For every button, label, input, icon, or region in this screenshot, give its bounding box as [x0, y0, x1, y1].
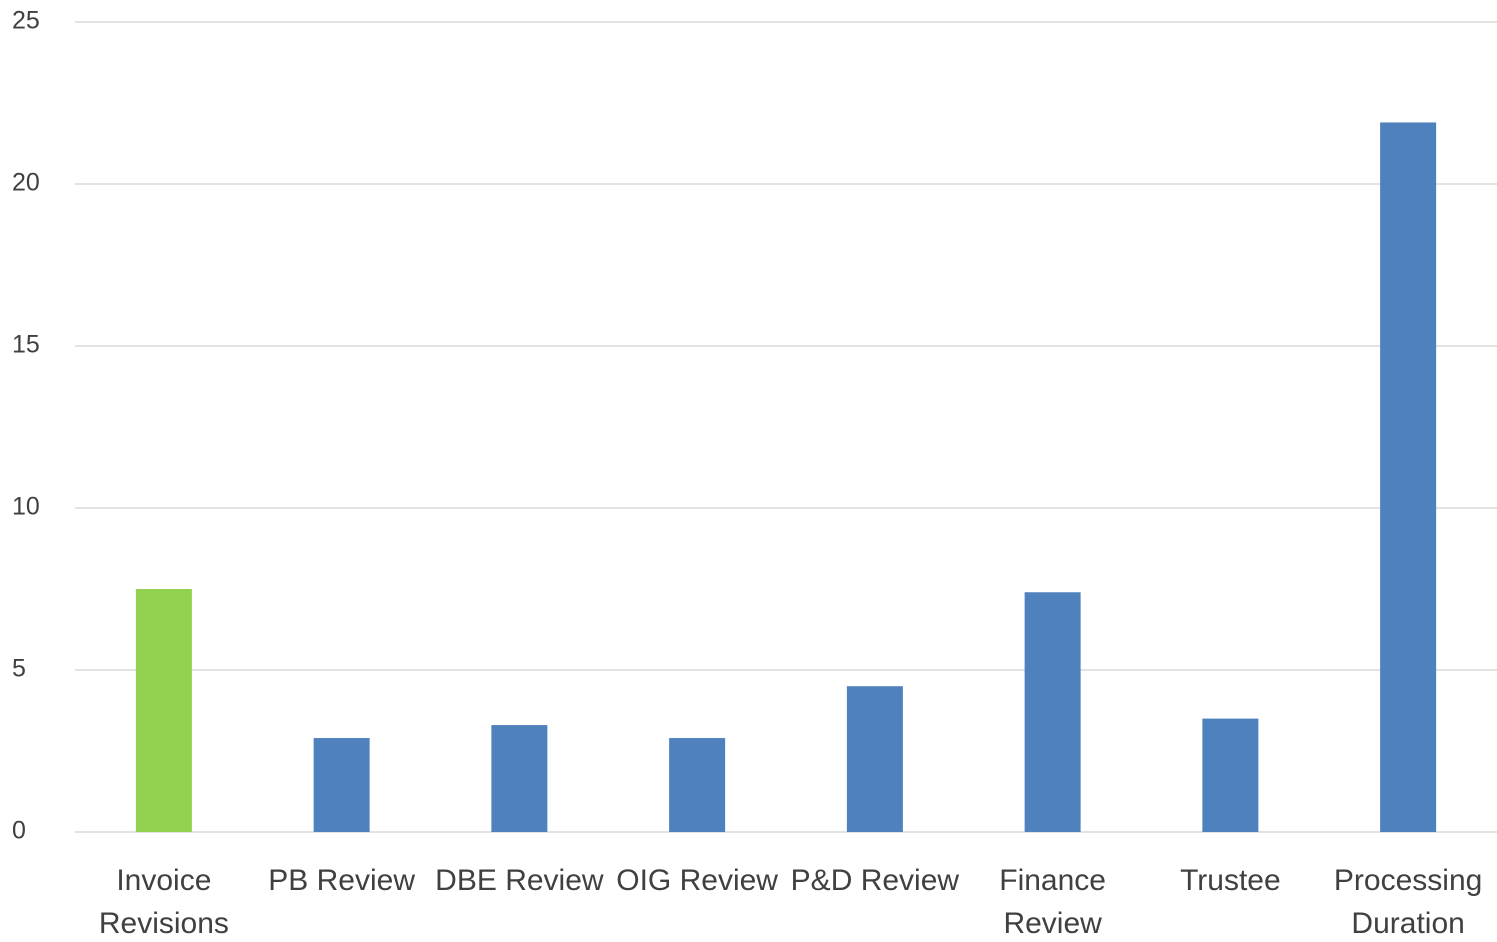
- bar: [846, 686, 903, 832]
- bar: [669, 738, 726, 832]
- x-tick-label: PB Review: [268, 864, 415, 897]
- bar: [1024, 592, 1081, 832]
- x-tick-label: Processing Duration: [1333, 864, 1483, 940]
- y-tick-label: 10: [12, 493, 40, 521]
- y-tick-label: 20: [12, 169, 40, 197]
- x-tick-label: DBE Review: [435, 864, 604, 897]
- x-tick-label: Trustee: [1180, 864, 1281, 897]
- y-tick-label: 5: [12, 655, 26, 683]
- x-tick-label: P&D Review: [790, 864, 960, 897]
- bar: [1202, 718, 1259, 832]
- x-tick-label: Finance Review: [999, 864, 1106, 940]
- x-tick-label: Invoice Revisions: [98, 864, 229, 940]
- y-tick-label: 15: [12, 331, 40, 359]
- bar: [1380, 122, 1437, 832]
- bar: [313, 738, 370, 832]
- y-tick-label: 25: [12, 7, 40, 35]
- x-tick-label: OIG Review: [616, 864, 778, 897]
- bar: [491, 725, 548, 832]
- y-tick-label: 0: [12, 817, 26, 845]
- bar: [135, 589, 192, 832]
